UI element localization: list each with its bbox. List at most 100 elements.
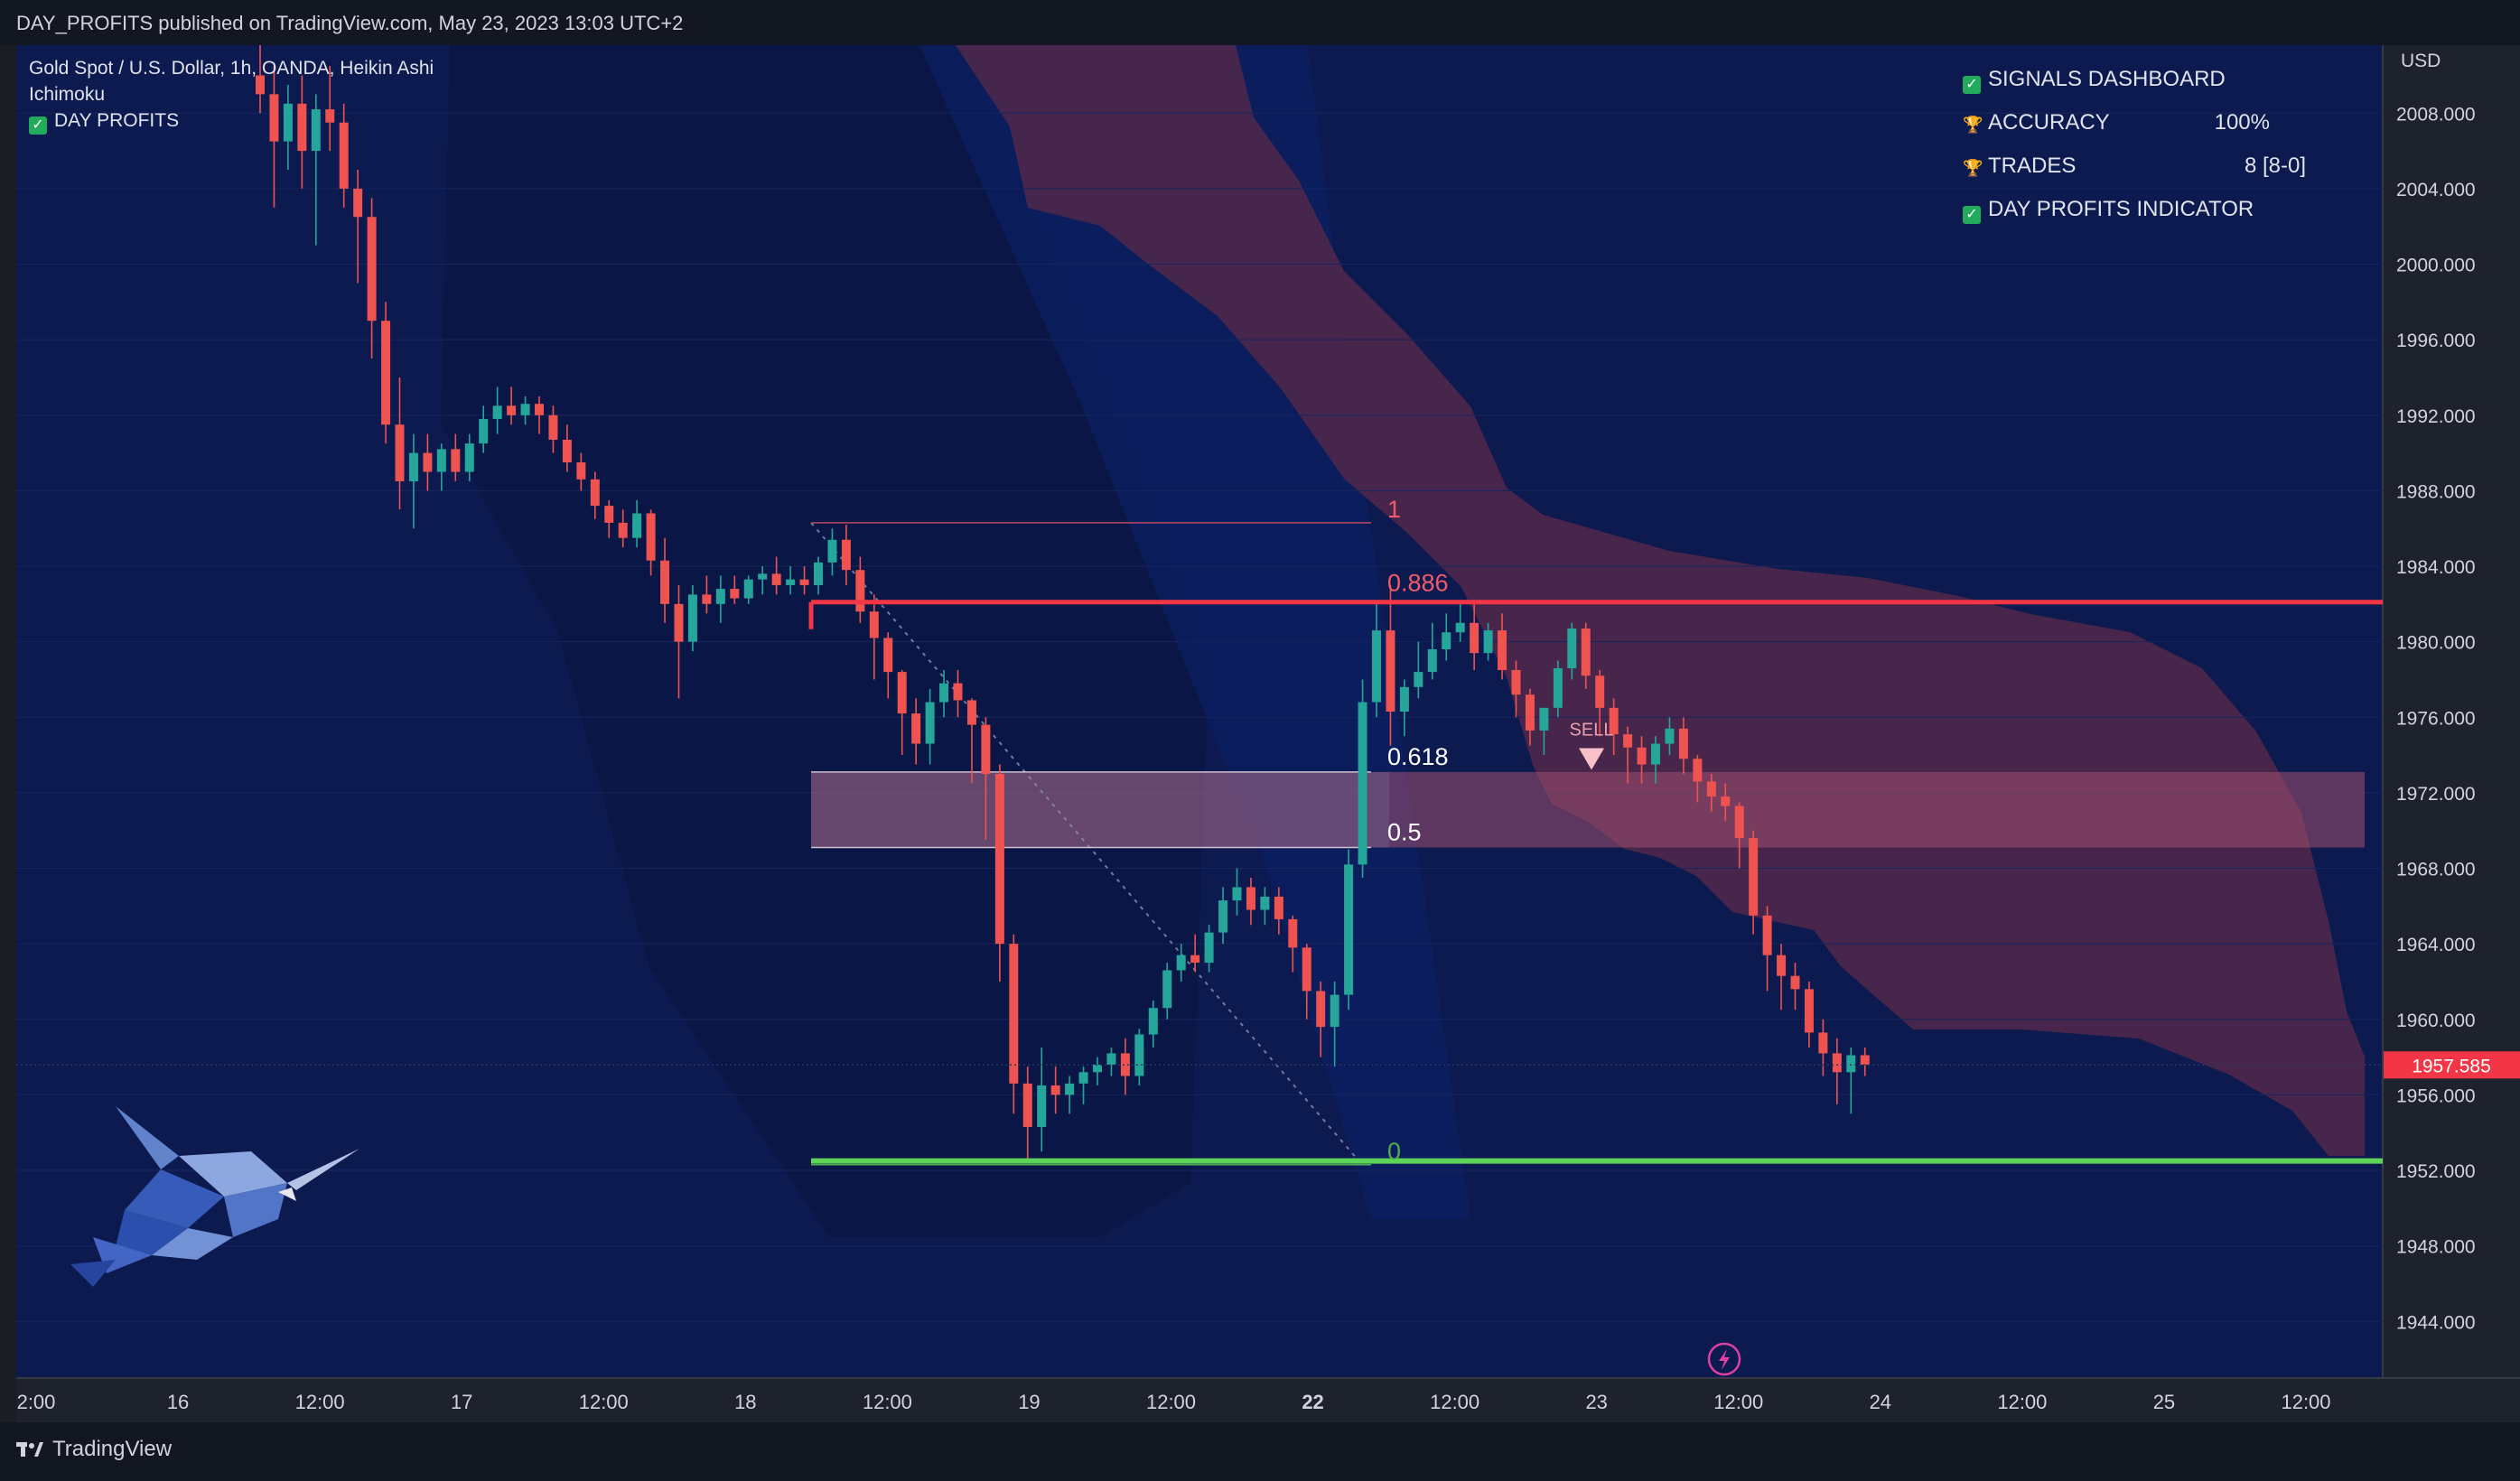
candle-body <box>1037 1085 1047 1127</box>
candle-body <box>687 594 697 642</box>
price-tick-label: 1980.000 <box>2396 633 2476 654</box>
candle-body <box>827 539 837 563</box>
candle-body <box>1749 838 1759 916</box>
candle-body <box>1162 970 1172 1009</box>
candle-body <box>1344 864 1354 995</box>
sell-signal-arrow <box>1579 748 1604 770</box>
fib-label: 0.886 <box>1387 569 1449 596</box>
candle-body <box>715 589 725 604</box>
candle-body <box>1721 796 1731 806</box>
currency-label: USD <box>2401 51 2441 71</box>
candle-body <box>1232 887 1242 901</box>
price-tick-label: 2008.000 <box>2396 104 2476 125</box>
lightning-replay-button[interactable] <box>1707 1342 1741 1376</box>
candle-body <box>1065 1083 1075 1095</box>
candle-body <box>1204 932 1214 964</box>
price-axis-background <box>2383 45 2520 1378</box>
candle-body <box>451 449 461 472</box>
price-tick-label: 1996.000 <box>2396 331 2476 351</box>
candle-body <box>1316 991 1326 1028</box>
candle-body <box>897 672 907 714</box>
candle-body <box>743 579 753 599</box>
candle-body <box>1553 667 1563 708</box>
candle-body <box>269 94 279 142</box>
candle-body <box>562 439 572 463</box>
candle-body <box>395 424 405 481</box>
candle-body <box>1525 694 1535 731</box>
candle-body <box>1246 887 1255 910</box>
candle-body <box>1804 989 1814 1033</box>
fib-labels: 1 0.886 0.618 0.5 0 <box>1387 496 1449 1165</box>
candle-body <box>1009 944 1019 1084</box>
candle-body <box>1818 1032 1828 1054</box>
candle-body <box>576 462 586 480</box>
indicator-day-profits[interactable]: ✓ DAY PROFITS <box>29 110 434 135</box>
candle-body <box>339 122 349 189</box>
candle-body <box>1330 994 1339 1028</box>
time-axis-ticks: 2:00 16 12:00 17 12:00 18 12:00 19 12:00 22 12:00 2… <box>17 1391 2331 1413</box>
candle-body <box>771 573 781 585</box>
candle-body <box>911 713 921 744</box>
trades-value: 8 [8-0] <box>2244 154 2306 178</box>
fib-diagonal <box>810 522 1363 1166</box>
chart-panel[interactable]: 1 0.886 0.618 0.5 0 SELL USD 2008.000 2004.00… <box>16 45 2520 1422</box>
trophy-icon: 🏆 <box>1963 159 1983 177</box>
candle-body <box>256 75 265 95</box>
candle-body <box>297 103 307 152</box>
candle-body <box>841 539 851 571</box>
candle-body <box>1595 675 1605 708</box>
candle-body <box>1790 975 1800 990</box>
candle-body <box>702 594 712 604</box>
resistance-zone-box <box>1389 771 2365 848</box>
check-icon: ✓ <box>1963 206 1981 224</box>
candle-body <box>1050 1085 1060 1095</box>
candle-body <box>548 414 558 440</box>
price-tick-label: 1948.000 <box>2396 1237 2476 1258</box>
candle-body <box>1498 630 1507 671</box>
candle-body <box>814 562 823 585</box>
candle-body <box>1846 1055 1856 1073</box>
candle-body <box>604 506 614 523</box>
dashboard-footer: ✓ DAY PROFITS INDICATOR <box>1963 197 2369 224</box>
time-tick-label: 25 <box>2153 1391 2175 1413</box>
candle-body <box>1022 1083 1032 1127</box>
time-tick-label: 24 <box>1870 1391 1891 1413</box>
candle-body <box>492 405 502 419</box>
trophy-icon: 🏆 <box>1963 116 1983 134</box>
candle-body <box>1190 955 1200 964</box>
candle-body <box>1860 1055 1870 1065</box>
candle-body <box>1358 702 1367 865</box>
lightning-icon <box>1719 1349 1730 1370</box>
candle-body <box>799 579 809 585</box>
time-tick-label: 12:00 <box>1713 1391 1763 1413</box>
candle-body <box>1455 622 1465 633</box>
candlestick-series <box>256 45 1870 1161</box>
candle-body <box>311 109 321 152</box>
accuracy-value: 100% <box>2214 110 2270 135</box>
symbol-legend[interactable]: Gold Spot / U.S. Dollar, 1h, OANDA, Heik… <box>29 58 434 135</box>
candle-body <box>507 405 517 415</box>
candle-body <box>1581 629 1591 676</box>
candle-body <box>283 103 293 142</box>
tradingview-brand[interactable]: TradingView <box>16 1437 172 1462</box>
candle-body <box>1567 629 1577 668</box>
candle-body <box>758 573 768 580</box>
candle-body <box>1483 630 1493 654</box>
price-tick-label: 1952.000 <box>2396 1161 2476 1182</box>
time-axis-background <box>16 1378 2520 1422</box>
indicator-ichimoku[interactable]: Ichimoku <box>29 84 106 105</box>
time-tick-label: 19 <box>1018 1391 1040 1413</box>
candle-body <box>1093 1064 1102 1073</box>
top-bar: DAY_PROFITS published on TradingView.com… <box>0 0 2520 45</box>
candle-body <box>855 570 865 612</box>
price-tick-label: 1976.000 <box>2396 708 2476 729</box>
price-chart[interactable]: 1 0.886 0.618 0.5 0 SELL USD 2008.000 2004.00… <box>16 45 2520 1422</box>
candle-body <box>1777 955 1787 976</box>
candle-body <box>479 418 489 444</box>
candle-body <box>1637 747 1647 765</box>
candle-body <box>1386 630 1395 712</box>
candle-body <box>1148 1008 1158 1035</box>
time-tick-label: 16 <box>167 1391 189 1413</box>
price-tick-label: 1988.000 <box>2396 481 2476 502</box>
price-axis-ticks: 2008.000 2004.000 2000.000 1996.000 1992.000… <box>2396 104 2476 1333</box>
